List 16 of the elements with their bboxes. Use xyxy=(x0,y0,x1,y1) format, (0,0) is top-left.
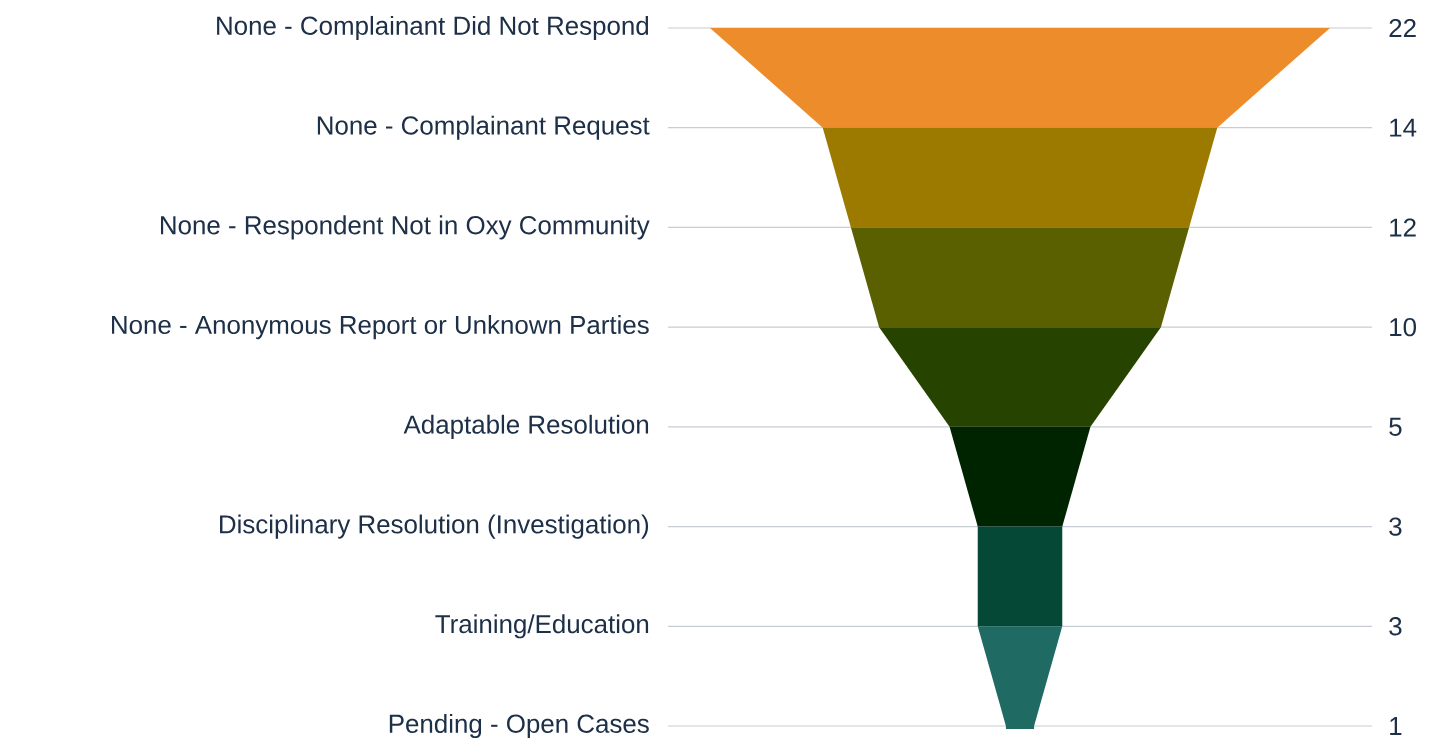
data-label: 1 xyxy=(1390,717,1402,735)
category-label: None - Complainant Did Not Respond xyxy=(217,15,649,41)
data-label: 12 xyxy=(1390,218,1416,237)
category-label: Pending - Open Cases xyxy=(389,713,649,739)
category-label: Adaptable Resolution xyxy=(403,414,649,439)
category-label: None - Complainant Request xyxy=(317,115,650,140)
data-label: 3 xyxy=(1389,617,1402,636)
data-label: 10 xyxy=(1390,317,1416,337)
data-label: 14 xyxy=(1390,118,1417,137)
category-label: Training/Education xyxy=(435,614,649,639)
data-label: 3 xyxy=(1389,517,1402,536)
data-label: 22 xyxy=(1389,18,1416,38)
data-label: 5 xyxy=(1389,417,1402,436)
category-label: None - Anonymous Report or Unknown Parties xyxy=(112,315,649,340)
category-label: None - Respondent Not in Oxy Community xyxy=(160,215,650,240)
category-label: Disciplinary Resolution (Investigation) xyxy=(220,514,649,539)
